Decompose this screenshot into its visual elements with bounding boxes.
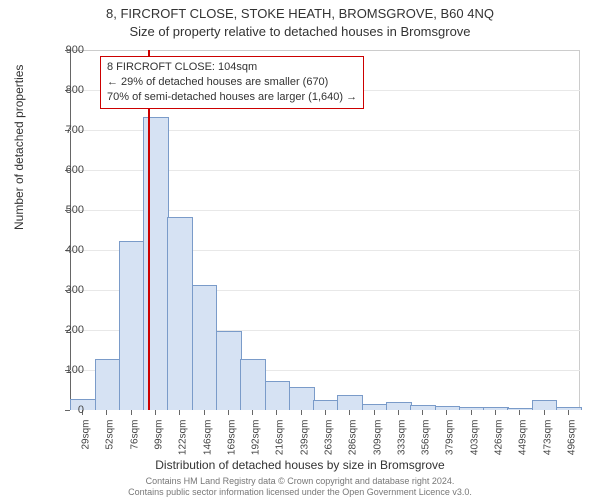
xtick-label: 169sqm bbox=[226, 420, 237, 470]
xtick-label: 76sqm bbox=[129, 420, 140, 470]
annotation-line: ← 29% of detached houses are smaller (67… bbox=[107, 75, 357, 90]
histogram-bar bbox=[265, 381, 291, 410]
xtick-label: 263sqm bbox=[324, 420, 335, 470]
ytick-label: 400 bbox=[44, 244, 84, 256]
ytick-label: 500 bbox=[44, 204, 84, 216]
footnote: Contains HM Land Registry data © Crown c… bbox=[0, 476, 600, 499]
xtick bbox=[301, 410, 302, 415]
xtick bbox=[276, 410, 277, 415]
xtick bbox=[422, 410, 423, 415]
histogram-plot: 8 FIRCROFT CLOSE: 104sqm← 29% of detache… bbox=[70, 50, 580, 410]
xtick bbox=[544, 410, 545, 415]
xtick-label: 356sqm bbox=[421, 420, 432, 470]
xtick bbox=[106, 410, 107, 415]
xtick bbox=[349, 410, 350, 415]
xtick bbox=[374, 410, 375, 415]
xtick bbox=[495, 410, 496, 415]
xtick bbox=[325, 410, 326, 415]
xtick-label: 473sqm bbox=[542, 420, 553, 470]
xtick-label: 216sqm bbox=[275, 420, 286, 470]
footnote-line2: Contains public sector information licen… bbox=[128, 487, 472, 497]
xtick-label: 146sqm bbox=[202, 420, 213, 470]
xtick bbox=[179, 410, 180, 415]
ytick-label: 900 bbox=[44, 44, 84, 56]
xtick-label: 99sqm bbox=[154, 420, 165, 470]
annotation-line: 70% of semi-detached houses are larger (… bbox=[107, 90, 357, 105]
histogram-bar bbox=[556, 407, 582, 410]
histogram-bar bbox=[289, 387, 315, 410]
xtick-label: 496sqm bbox=[566, 420, 577, 470]
footnote-line1: Contains HM Land Registry data © Crown c… bbox=[146, 476, 455, 486]
xtick bbox=[446, 410, 447, 415]
histogram-bar bbox=[532, 400, 558, 410]
xtick bbox=[204, 410, 205, 415]
ytick-label: 200 bbox=[44, 324, 84, 336]
xtick-label: 239sqm bbox=[299, 420, 310, 470]
xtick bbox=[131, 410, 132, 415]
histogram-bar bbox=[192, 285, 218, 410]
xtick-label: 426sqm bbox=[494, 420, 505, 470]
xtick bbox=[228, 410, 229, 415]
title-line1: 8, FIRCROFT CLOSE, STOKE HEATH, BROMSGRO… bbox=[0, 6, 600, 21]
ytick-label: 100 bbox=[44, 364, 84, 376]
histogram-bar bbox=[167, 217, 193, 410]
ytick-label: 700 bbox=[44, 124, 84, 136]
histogram-bar bbox=[337, 395, 363, 410]
ytick-label: 800 bbox=[44, 84, 84, 96]
xtick-label: 52sqm bbox=[105, 420, 116, 470]
histogram-bar bbox=[143, 117, 169, 410]
xtick-label: 379sqm bbox=[445, 420, 456, 470]
histogram-bar bbox=[386, 402, 412, 410]
title-line2: Size of property relative to detached ho… bbox=[0, 24, 600, 39]
xtick bbox=[398, 410, 399, 415]
xtick-label: 309sqm bbox=[372, 420, 383, 470]
histogram-bar bbox=[459, 407, 485, 410]
histogram-bar bbox=[240, 359, 266, 410]
xtick-label: 286sqm bbox=[348, 420, 359, 470]
xtick-label: 449sqm bbox=[518, 420, 529, 470]
annotation-box: 8 FIRCROFT CLOSE: 104sqm← 29% of detache… bbox=[100, 56, 364, 109]
ytick-label: 600 bbox=[44, 164, 84, 176]
xtick bbox=[471, 410, 472, 415]
ytick-label: 0 bbox=[44, 404, 84, 416]
xtick bbox=[155, 410, 156, 415]
histogram-bar bbox=[216, 331, 242, 410]
annotation-line: 8 FIRCROFT CLOSE: 104sqm bbox=[107, 60, 357, 75]
ytick-label: 300 bbox=[44, 284, 84, 296]
xtick bbox=[519, 410, 520, 415]
xtick bbox=[568, 410, 569, 415]
xtick-label: 192sqm bbox=[251, 420, 262, 470]
xtick-label: 122sqm bbox=[178, 420, 189, 470]
histogram-bar bbox=[313, 400, 339, 410]
histogram-bar bbox=[95, 359, 121, 410]
histogram-bar bbox=[119, 241, 145, 410]
xtick-label: 333sqm bbox=[396, 420, 407, 470]
xtick bbox=[252, 410, 253, 415]
y-axis-label: Number of detached properties bbox=[12, 65, 26, 230]
xtick-label: 29sqm bbox=[81, 420, 92, 470]
xtick-label: 403sqm bbox=[469, 420, 480, 470]
